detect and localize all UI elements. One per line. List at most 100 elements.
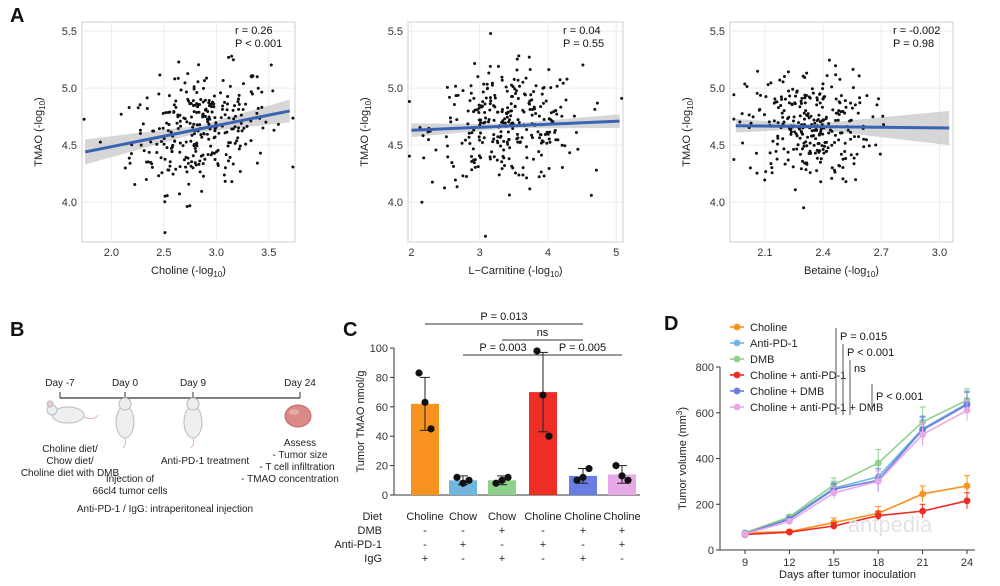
data-point	[208, 117, 212, 121]
data-point	[796, 121, 800, 125]
data-point	[136, 106, 140, 110]
condition-sign: -	[423, 525, 427, 537]
replicate-point	[504, 473, 512, 481]
data-point	[819, 180, 823, 184]
assess-text: - T cell infiltration	[259, 462, 334, 473]
data-point	[490, 81, 494, 85]
data-point	[448, 116, 452, 120]
data-point	[818, 160, 822, 164]
data-point	[490, 150, 494, 154]
condition-row-label: Anti-PD-1	[334, 539, 382, 551]
replicate-point	[453, 473, 461, 481]
data-point	[445, 85, 449, 89]
data-point	[236, 100, 240, 104]
x-axis-label-subscript: 10	[550, 270, 559, 279]
diet-text: Chow diet/	[46, 456, 93, 467]
series-marker	[963, 482, 971, 490]
data-point	[492, 155, 496, 159]
data-point	[119, 112, 123, 116]
data-point	[755, 91, 759, 95]
data-point	[461, 89, 465, 93]
data-point	[542, 174, 546, 178]
y-tick-label: 5.0	[388, 83, 403, 95]
data-point	[145, 96, 149, 100]
data-point	[520, 136, 524, 140]
data-point	[795, 134, 799, 138]
data-point	[791, 119, 795, 123]
x-tick-label: 15	[828, 557, 840, 569]
data-point	[812, 143, 816, 147]
data-point	[200, 135, 204, 139]
x-tick-label: 2.5	[156, 247, 171, 259]
data-point	[191, 103, 195, 107]
x-tick-label: 3.0	[932, 247, 947, 259]
data-point	[537, 175, 541, 179]
data-point	[802, 117, 806, 121]
tumor-icon	[284, 404, 312, 428]
data-point	[256, 106, 260, 110]
data-point	[201, 174, 205, 178]
series-marker	[786, 518, 793, 525]
condition-sign: -	[541, 525, 545, 537]
significance-label: ns	[854, 363, 866, 375]
bar	[449, 480, 477, 495]
data-point	[216, 148, 220, 152]
data-point	[469, 84, 473, 88]
data-point	[209, 153, 213, 157]
data-point	[804, 168, 808, 172]
data-point	[830, 143, 834, 147]
mouse-icon	[183, 397, 203, 449]
data-point	[515, 132, 519, 136]
data-point	[770, 171, 774, 175]
data-point	[844, 157, 848, 161]
data-point	[549, 86, 553, 90]
data-point	[755, 171, 759, 175]
data-point	[858, 96, 862, 100]
data-point	[514, 92, 518, 96]
data-point	[776, 121, 780, 125]
data-point	[487, 117, 491, 121]
data-point	[201, 100, 205, 104]
condition-sign: -	[500, 539, 504, 551]
data-point	[213, 135, 217, 139]
data-point	[226, 94, 230, 98]
data-point	[199, 154, 203, 158]
data-point	[524, 76, 528, 80]
data-point	[240, 129, 244, 133]
data-point	[547, 137, 551, 141]
condition-sign: +	[619, 525, 625, 537]
data-point	[821, 132, 825, 136]
data-point	[163, 231, 167, 235]
data-point	[837, 112, 841, 116]
series-marker	[874, 512, 882, 520]
data-point	[186, 72, 190, 76]
data-point	[849, 137, 853, 141]
data-point	[782, 120, 786, 124]
data-point	[773, 97, 777, 101]
y-tick-label: 4.5	[710, 140, 725, 152]
data-point	[595, 101, 599, 105]
data-point	[505, 140, 509, 144]
data-point	[211, 100, 215, 104]
data-point	[174, 99, 178, 103]
data-point	[804, 140, 808, 144]
data-point	[178, 141, 182, 145]
data-point	[478, 123, 482, 127]
data-point	[534, 111, 538, 115]
data-point	[802, 144, 806, 148]
data-point	[488, 102, 492, 106]
y-tick-label: 4.5	[388, 140, 403, 152]
data-point	[236, 136, 240, 140]
data-point	[207, 101, 211, 105]
data-point	[541, 140, 545, 144]
data-point	[815, 98, 819, 102]
data-point	[477, 106, 481, 110]
data-point	[209, 102, 213, 106]
data-point	[172, 110, 176, 114]
line-chart-tumor-volume: 0 200 400 600 800 9 12 15 18 21 24 Days after tumor…	[675, 322, 975, 581]
data-point	[854, 178, 858, 182]
data-point	[780, 97, 784, 101]
data-point	[853, 135, 857, 139]
data-point	[472, 128, 476, 132]
data-point	[481, 100, 485, 104]
